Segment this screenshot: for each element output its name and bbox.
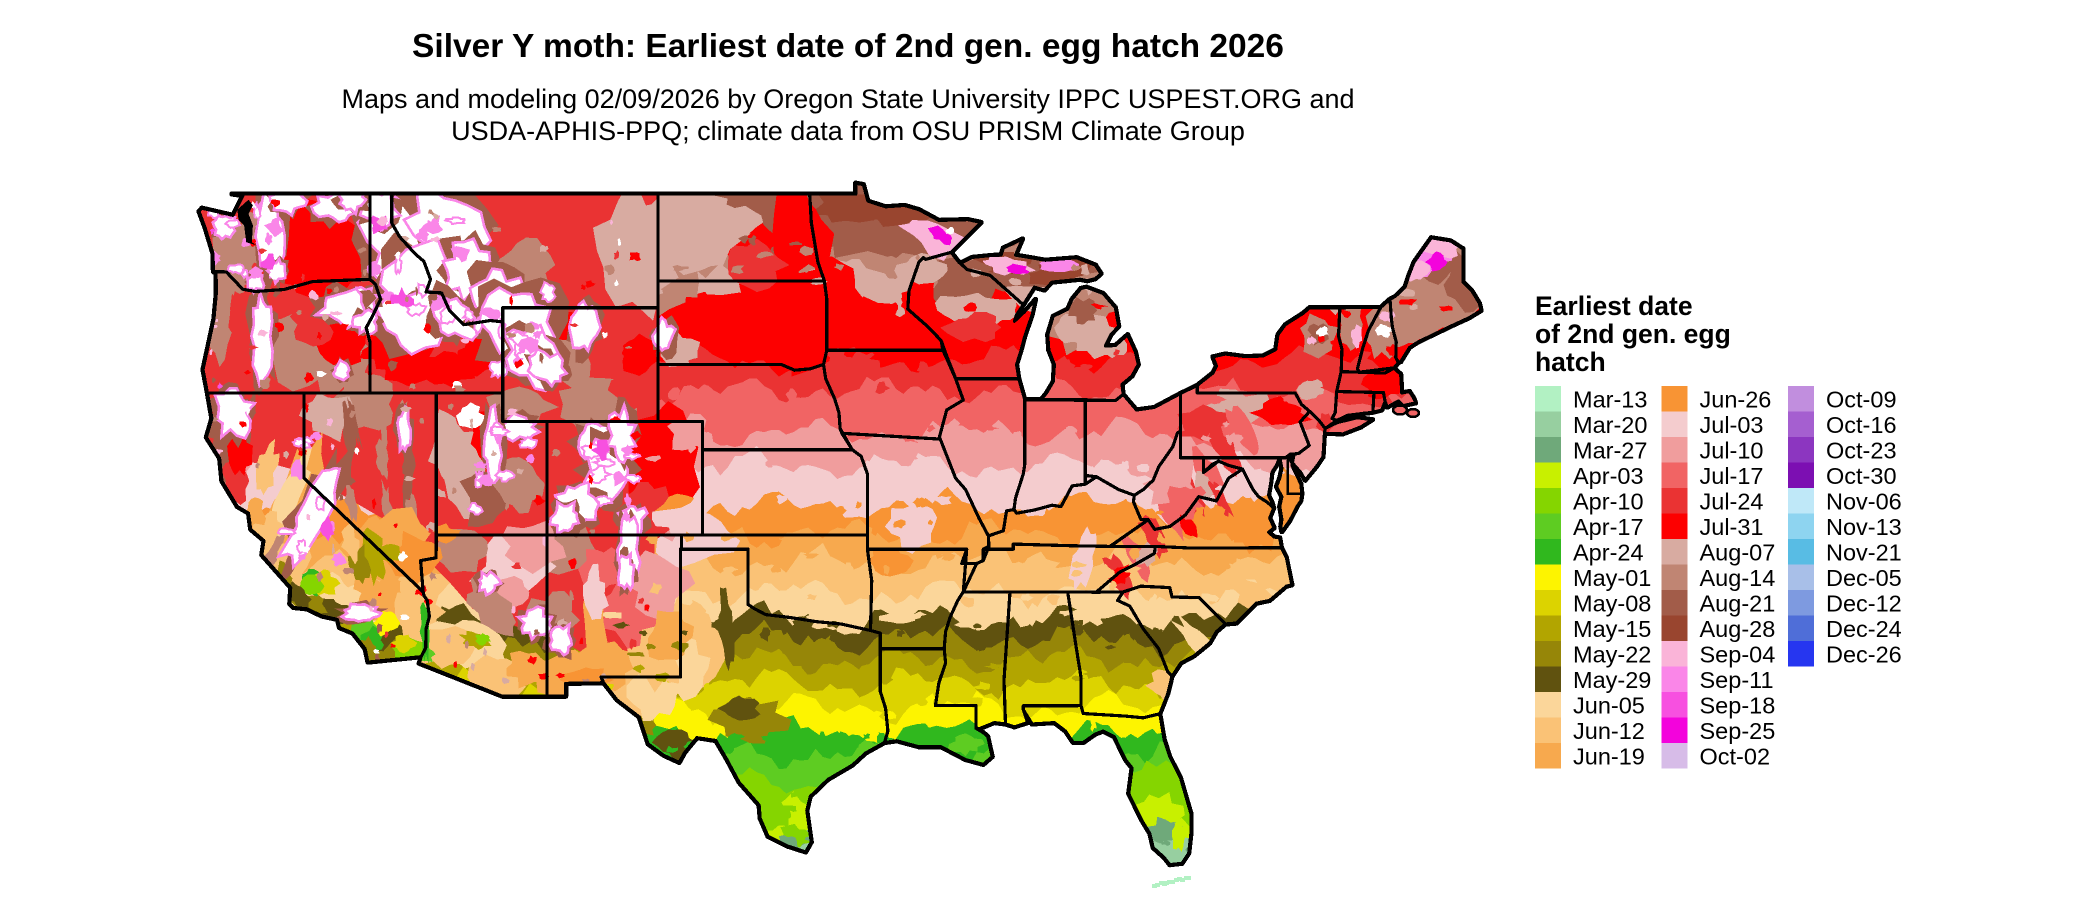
svg-text:Dec-24: Dec-24: [1826, 616, 1902, 642]
svg-text:Sep-11: Sep-11: [1700, 667, 1774, 693]
svg-text:Apr-10: Apr-10: [1573, 489, 1644, 515]
svg-text:Apr-03: Apr-03: [1573, 463, 1644, 489]
svg-text:Dec-26: Dec-26: [1826, 642, 1902, 668]
svg-text:Jun-05: Jun-05: [1573, 693, 1645, 719]
svg-text:Jun-26: Jun-26: [1700, 387, 1772, 413]
svg-text:May-22: May-22: [1573, 642, 1651, 668]
svg-text:Sep-18: Sep-18: [1700, 693, 1776, 719]
svg-text:Apr-17: Apr-17: [1573, 514, 1644, 540]
svg-text:Dec-05: Dec-05: [1826, 565, 1902, 591]
svg-text:Silver Y moth: Earliest date o: Silver Y moth: Earliest date of 2nd gen.…: [412, 28, 1284, 65]
svg-text:May-08: May-08: [1573, 591, 1651, 617]
svg-text:Aug-07: Aug-07: [1700, 540, 1776, 566]
svg-text:Aug-14: Aug-14: [1700, 565, 1776, 591]
svg-text:Aug-28: Aug-28: [1700, 616, 1776, 642]
svg-text:Jul-31: Jul-31: [1700, 514, 1764, 540]
svg-text:Mar-13: Mar-13: [1573, 387, 1647, 413]
svg-text:Jun-19: Jun-19: [1573, 744, 1645, 770]
svg-text:USDA-APHIS-PPQ; climate data f: USDA-APHIS-PPQ; climate data from OSU PR…: [451, 116, 1245, 146]
svg-text:Mar-20: Mar-20: [1573, 412, 1647, 438]
svg-text:Oct-02: Oct-02: [1700, 744, 1771, 770]
svg-text:Earliest date: Earliest date: [1535, 291, 1693, 321]
svg-text:Maps and modeling 02/09/2026 b: Maps and modeling 02/09/2026 by Oregon S…: [341, 84, 1354, 114]
svg-text:Jul-03: Jul-03: [1700, 412, 1764, 438]
svg-text:Jun-12: Jun-12: [1573, 718, 1645, 744]
svg-text:Jul-24: Jul-24: [1700, 489, 1764, 515]
svg-text:Mar-27: Mar-27: [1573, 438, 1647, 464]
svg-text:Nov-06: Nov-06: [1826, 489, 1902, 515]
svg-text:Apr-24: Apr-24: [1573, 540, 1644, 566]
svg-text:Jul-10: Jul-10: [1700, 438, 1764, 464]
svg-text:Oct-16: Oct-16: [1826, 412, 1897, 438]
svg-text:Oct-23: Oct-23: [1826, 438, 1897, 464]
svg-text:May-29: May-29: [1573, 667, 1651, 693]
svg-text:Nov-21: Nov-21: [1826, 540, 1902, 566]
svg-text:of 2nd gen. egg: of 2nd gen. egg: [1535, 319, 1731, 349]
svg-text:Oct-09: Oct-09: [1826, 387, 1897, 413]
svg-text:Nov-13: Nov-13: [1826, 514, 1902, 540]
svg-text:Sep-04: Sep-04: [1700, 642, 1776, 668]
svg-text:hatch: hatch: [1535, 347, 1606, 377]
svg-text:Jul-17: Jul-17: [1700, 463, 1764, 489]
svg-text:Aug-21: Aug-21: [1700, 591, 1776, 617]
svg-text:May-01: May-01: [1573, 565, 1651, 591]
svg-text:Sep-25: Sep-25: [1700, 718, 1776, 744]
svg-text:Dec-12: Dec-12: [1826, 591, 1902, 617]
svg-text:Oct-30: Oct-30: [1826, 463, 1897, 489]
svg-text:May-15: May-15: [1573, 616, 1651, 642]
